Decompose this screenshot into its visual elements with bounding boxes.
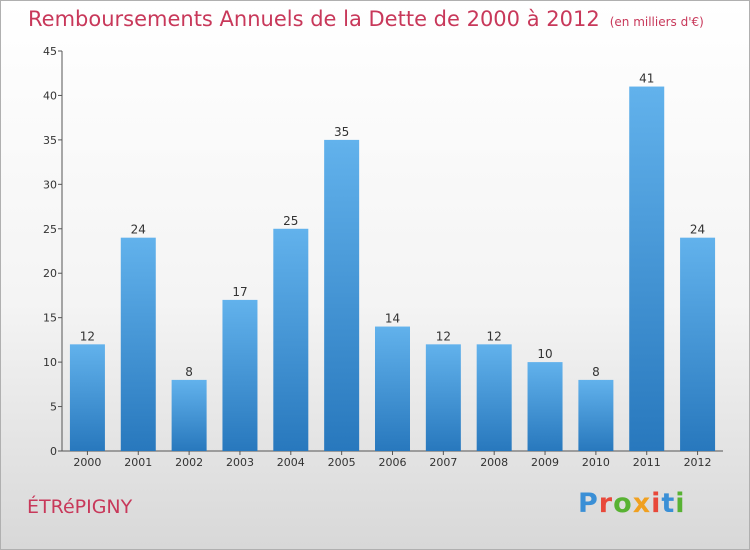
y-tick-label: 15 bbox=[43, 312, 57, 325]
data-label-2001: 24 bbox=[131, 223, 146, 237]
bar-2005 bbox=[324, 139, 360, 451]
data-label-2007: 12 bbox=[436, 329, 451, 343]
logo-letter: P bbox=[578, 488, 599, 519]
x-tick-label: 2012 bbox=[684, 456, 712, 469]
x-tick-label: 2001 bbox=[124, 456, 152, 469]
y-tick-label: 0 bbox=[50, 445, 57, 458]
logo-letter: i bbox=[675, 488, 686, 519]
data-label-2005: 35 bbox=[334, 125, 349, 139]
data-label-2008: 12 bbox=[487, 329, 502, 343]
bar-2004 bbox=[273, 228, 309, 451]
x-tick-label: 2010 bbox=[582, 456, 610, 469]
data-label-2003: 17 bbox=[232, 285, 247, 299]
x-tick-label: 2000 bbox=[73, 456, 101, 469]
y-tick-label: 25 bbox=[43, 223, 57, 236]
bar-2010 bbox=[578, 379, 614, 451]
proxiti-logo: Proxiti bbox=[578, 488, 686, 519]
logo-letter: o bbox=[613, 488, 633, 519]
x-tick-label: 2007 bbox=[429, 456, 457, 469]
bar-2002 bbox=[171, 379, 207, 451]
bar-2003 bbox=[222, 299, 258, 451]
data-label-2009: 10 bbox=[537, 347, 552, 361]
x-tick-label: 2003 bbox=[226, 456, 254, 469]
x-tick-label: 2008 bbox=[480, 456, 508, 469]
logo-letter: t bbox=[661, 488, 676, 519]
data-label-2002: 8 bbox=[185, 365, 193, 379]
data-label-2012: 24 bbox=[690, 223, 705, 237]
y-tick-label: 35 bbox=[43, 134, 57, 147]
y-tick-label: 40 bbox=[43, 89, 57, 102]
x-tick-label: 2009 bbox=[531, 456, 559, 469]
bar-2006 bbox=[375, 326, 410, 451]
x-tick-label: 2006 bbox=[379, 456, 407, 469]
y-tick-label: 10 bbox=[43, 356, 57, 369]
bar-2008 bbox=[476, 344, 512, 451]
data-label-2004: 25 bbox=[283, 214, 298, 228]
y-tick-label: 30 bbox=[43, 178, 57, 191]
x-tick-label: 2002 bbox=[175, 456, 203, 469]
bar-2000 bbox=[69, 344, 105, 451]
logo-letter: r bbox=[598, 488, 614, 519]
x-tick-label: 2011 bbox=[633, 456, 661, 469]
data-label-2011: 41 bbox=[639, 72, 654, 86]
bar-2009 bbox=[527, 362, 563, 451]
x-tick-label: 2005 bbox=[328, 456, 356, 469]
bar-2007 bbox=[425, 344, 461, 451]
logo-letter: i bbox=[651, 488, 662, 519]
y-tick-label: 5 bbox=[50, 401, 57, 414]
title-text: Remboursements Annuels de la Dette de 20… bbox=[28, 7, 600, 31]
bar-2001 bbox=[120, 237, 156, 451]
y-tick-label: 45 bbox=[43, 45, 57, 58]
data-label-2010: 8 bbox=[592, 365, 600, 379]
data-label-2006: 14 bbox=[385, 312, 400, 326]
logo-letter: x bbox=[632, 488, 652, 519]
data-label-2000: 12 bbox=[80, 329, 95, 343]
chart-title: Remboursements Annuels de la Dette de 20… bbox=[28, 7, 704, 31]
commune-name: ÉTRéPIGNY bbox=[27, 496, 133, 518]
y-tick-label: 20 bbox=[43, 267, 57, 280]
bar-2011 bbox=[629, 86, 665, 452]
unit-note: (en milliers d'€) bbox=[609, 15, 704, 29]
bar-2012 bbox=[680, 237, 716, 451]
x-tick-label: 2004 bbox=[277, 456, 305, 469]
